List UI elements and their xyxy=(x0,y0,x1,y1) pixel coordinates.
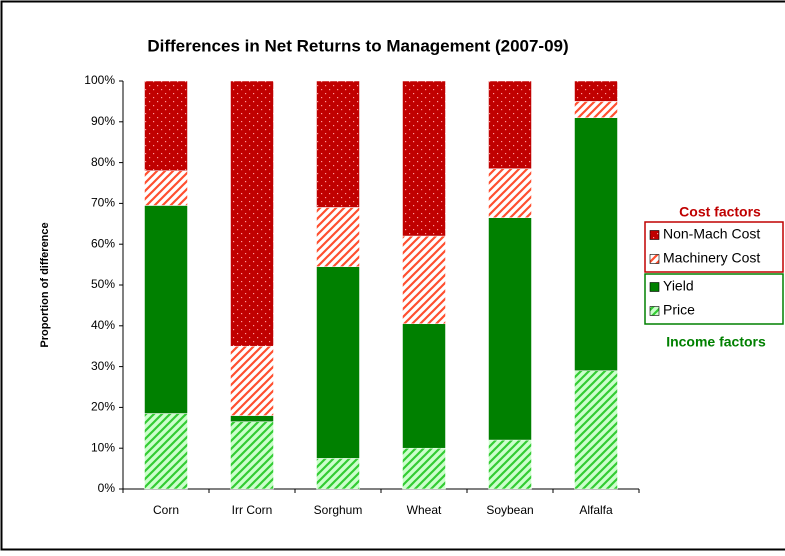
bar-segment xyxy=(574,80,618,102)
bar-segment xyxy=(574,370,618,490)
legend-group-label: Income factors xyxy=(666,334,766,350)
bar-segment xyxy=(316,207,360,267)
legend-box xyxy=(644,221,784,273)
legend-swatch xyxy=(649,306,660,316)
y-tick-label: 60% xyxy=(91,236,115,250)
bar-segment xyxy=(230,415,274,422)
bar-segment xyxy=(574,101,618,118)
y-tick-label: 70% xyxy=(91,196,115,210)
y-tick-label: 80% xyxy=(91,155,115,169)
x-tick-label: Corn xyxy=(153,503,179,517)
legend-label: Machinery Cost xyxy=(663,250,760,266)
y-tick-label: 20% xyxy=(91,400,115,414)
legend-label: Yield xyxy=(663,278,694,294)
bar-segment xyxy=(402,323,446,449)
bar-segment xyxy=(488,217,532,441)
y-tick-label: 90% xyxy=(91,114,115,128)
y-tick-label: 50% xyxy=(91,277,115,291)
y-tick-label: 30% xyxy=(91,359,115,373)
bar-segment xyxy=(488,168,532,218)
bar-segment xyxy=(402,235,446,325)
bar-segment xyxy=(402,447,446,490)
bar-segment xyxy=(144,205,188,414)
legend-label: Price xyxy=(663,302,695,318)
bar-segment xyxy=(488,439,532,490)
legend-swatch xyxy=(649,230,660,240)
chart-title: Differences in Net Returns to Management… xyxy=(147,36,568,55)
bar-segment xyxy=(144,170,188,206)
legend-swatch xyxy=(649,282,660,292)
y-tick-label: 100% xyxy=(84,73,115,87)
bar-segment xyxy=(316,458,360,490)
bar-segment xyxy=(574,117,618,371)
bar-segment xyxy=(488,80,532,169)
y-tick-label: 40% xyxy=(91,318,115,332)
legend-swatch xyxy=(649,254,660,264)
bar-segment xyxy=(230,80,274,347)
legend-box xyxy=(644,273,784,325)
x-tick-label: Sorghum xyxy=(314,503,363,517)
bar-segment xyxy=(230,421,274,490)
y-axis-label: Proportion of difference xyxy=(39,222,51,347)
y-tick-label: 10% xyxy=(91,440,115,454)
bar-segment xyxy=(230,345,274,416)
x-tick-label: Soybean xyxy=(486,503,533,517)
x-tick-label: Alfalfa xyxy=(579,503,613,517)
bar-segment xyxy=(316,266,360,459)
x-tick-label: Wheat xyxy=(407,503,442,517)
x-tick-label: Irr Corn xyxy=(232,503,273,517)
y-tick-label: 0% xyxy=(98,481,116,495)
legend-label: Non-Mach Cost xyxy=(663,226,760,242)
bar-segment xyxy=(402,80,446,237)
bar-segment xyxy=(316,80,360,208)
legend-group-label: Cost factors xyxy=(679,204,761,220)
bar-segment xyxy=(144,413,188,490)
bar-segment xyxy=(144,80,188,172)
